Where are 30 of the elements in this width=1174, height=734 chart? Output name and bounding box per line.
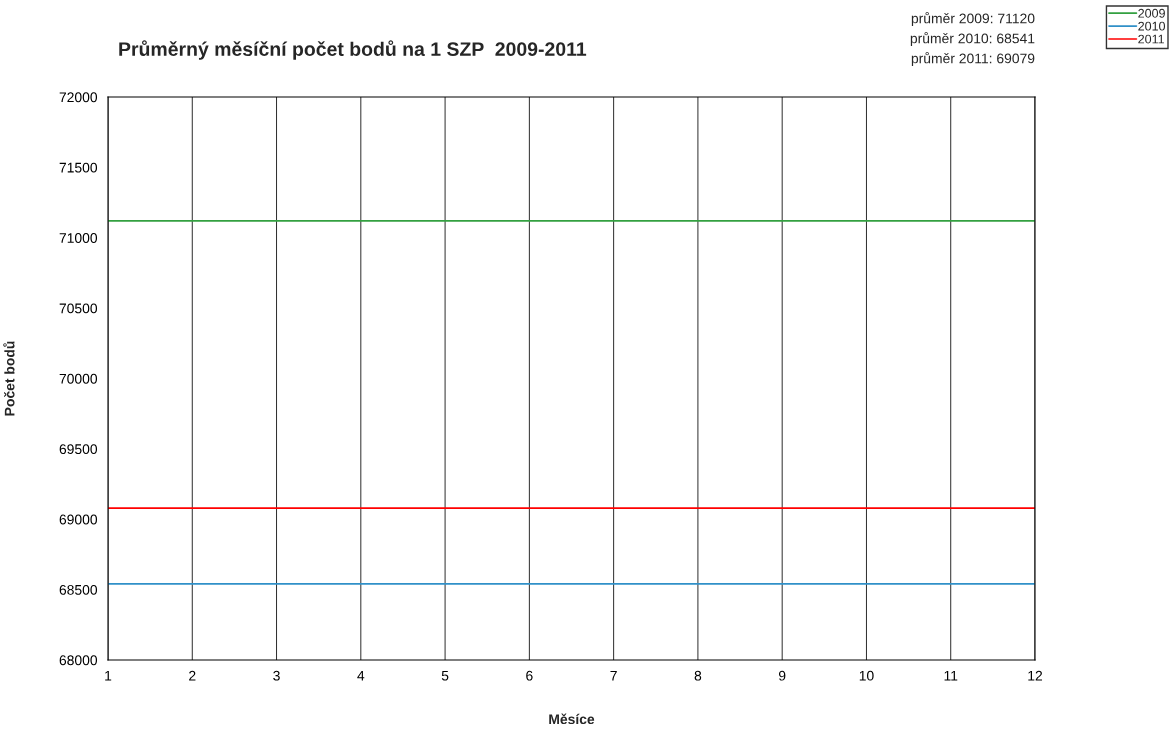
x-tick-label: 4 [357, 670, 365, 681]
legend-label: 2009 [1138, 8, 1165, 18]
legend-label: 2010 [1138, 21, 1166, 31]
y-tick-label: 68500 [59, 584, 98, 595]
text: průměr 2011: 69079 [911, 52, 1035, 67]
x-axis-title: Měsíce [549, 713, 595, 725]
y-tick-label: 72000 [59, 92, 98, 103]
x-tick-label: 3 [273, 670, 280, 681]
y-tick-label: 69500 [59, 444, 98, 455]
y-tick-label: 70500 [59, 303, 98, 314]
x-tick-label: 11 [944, 670, 958, 681]
text: průměr 2010: 68541 [910, 32, 1035, 47]
y-tick-label: 70000 [59, 373, 98, 384]
legend-label: 2011 [1138, 34, 1164, 44]
chart-title: Průměrný měsíční počet bodů na 1 SZP 2009-2011 [119, 40, 587, 60]
x-tick-label: 2 [189, 670, 196, 681]
x-tick-label: 6 [526, 670, 533, 681]
x-tick-label: 12 [1028, 670, 1043, 681]
text: průměr 2009: 71120 [911, 12, 1035, 27]
y-tick-label: 71500 [59, 162, 98, 173]
y-tick-label: 69000 [59, 514, 98, 525]
y-tick-label: 68000 [59, 655, 98, 666]
x-tick-label: 8 [694, 670, 702, 681]
x-tick-label: 5 [441, 670, 449, 681]
x-tick-label: 10 [859, 670, 874, 681]
x-tick-label: 9 [778, 670, 786, 681]
x-tick-label: 7 [610, 670, 617, 681]
y-axis-title: Počet bodů [3, 341, 15, 416]
x-tick-label: 1 [105, 670, 112, 681]
y-tick-label: 71000 [59, 233, 98, 243]
